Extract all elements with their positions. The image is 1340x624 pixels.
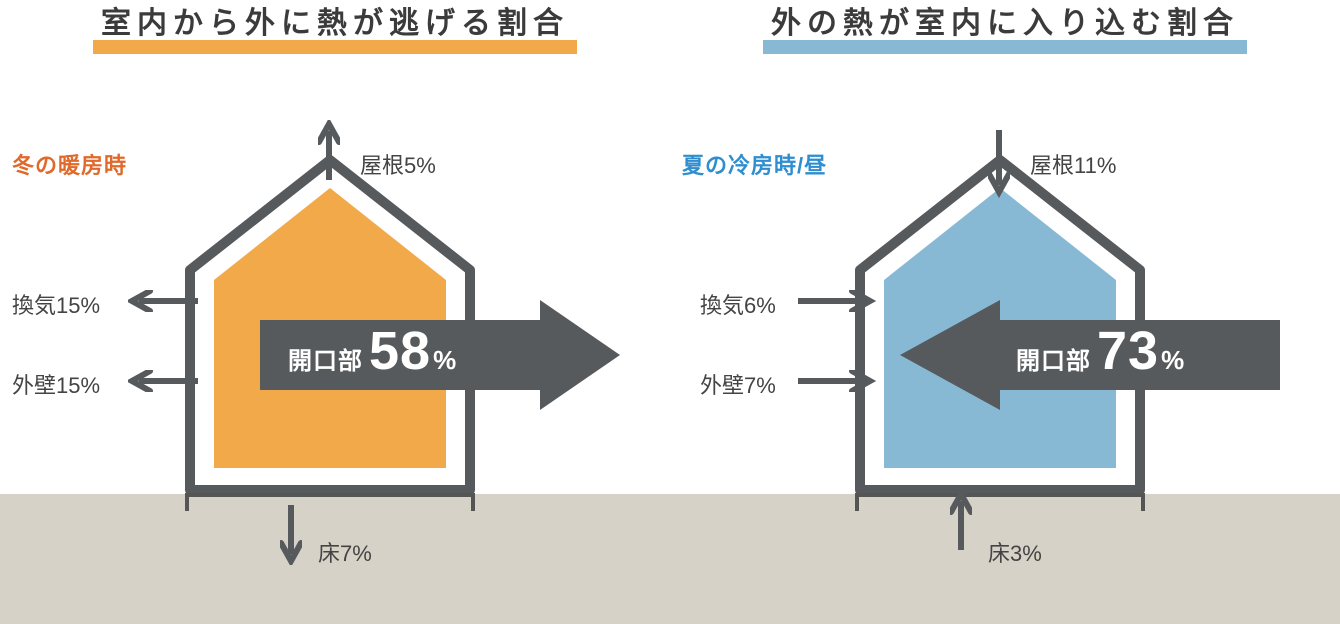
label-vent-summer: 換気6% <box>700 288 776 320</box>
house-feet-summer <box>855 493 1145 497</box>
big-text-summer: 開口部 73 % <box>1016 324 1185 378</box>
big-text-winter: 開口部 58 % <box>288 324 457 378</box>
subtitle-winter: 冬の暖房時 <box>12 148 127 180</box>
title-summer: 外の熱が室内に入り込む割合 <box>763 6 1247 54</box>
arrow-roof-summer <box>988 130 1010 190</box>
label-wall-summer: 外壁7% <box>700 368 776 400</box>
label-vent-winter: 換気15% <box>12 288 100 320</box>
label-floor-winter: 床7% <box>318 536 372 568</box>
label-roof-summer: 屋根11% <box>1030 148 1116 180</box>
arrow-vent-winter <box>128 290 198 312</box>
arrow-wall-winter <box>128 370 198 392</box>
arrow-vent-summer <box>798 290 868 312</box>
label-roof-winter: 屋根5% <box>360 148 436 180</box>
panel-winter: 室内から外に熱が逃げる割合 冬の暖房時 屋根5% 換気15% 外壁15% 床7%… <box>0 0 670 624</box>
arrow-wall-summer <box>798 370 868 392</box>
label-wall-winter: 外壁15% <box>12 368 100 400</box>
arrow-floor-summer <box>950 490 972 550</box>
panel-summer: 外の熱が室内に入り込む割合 夏の冷房時/昼 屋根11% 換気6% 外壁7% 床3… <box>670 0 1340 624</box>
arrow-floor-winter <box>280 505 302 565</box>
house-feet-winter <box>185 493 475 497</box>
arrow-roof-winter <box>318 120 340 180</box>
label-floor-summer: 床3% <box>988 536 1042 568</box>
title-winter: 室内から外に熱が逃げる割合 <box>93 6 577 54</box>
subtitle-summer: 夏の冷房時/昼 <box>682 148 827 180</box>
